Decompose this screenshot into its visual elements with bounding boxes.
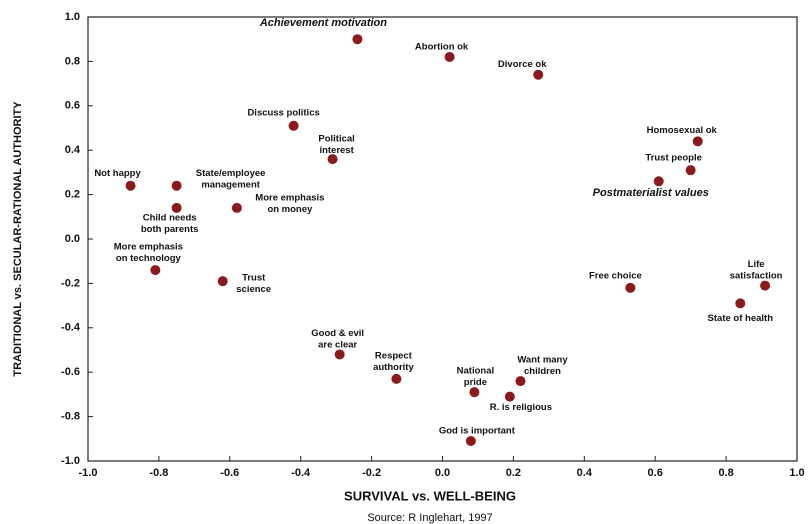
point-label: are clear [318,339,357,350]
x-tick-label: -0.2 [362,467,381,479]
point-label: Homosexual ok [647,125,718,136]
point-label: on money [267,204,313,215]
y-tick-label: -1.0 [61,455,80,467]
point [171,202,182,213]
point-label: State/employee [196,168,266,179]
point [171,180,182,191]
point [327,154,338,165]
point [735,298,746,309]
point-label: Respect [375,350,413,361]
point-label: State of health [708,313,774,324]
y-tick-label: -0.4 [61,322,81,334]
point [760,280,771,291]
point-label: interest [319,145,354,156]
point-label: Discuss politics [247,107,319,118]
x-tick-label: -0.4 [291,467,311,479]
point-label: Good & evil [311,328,364,339]
point-label: Trust [242,273,266,284]
point-label: authority [373,362,414,373]
point-label: Divorce ok [498,59,547,70]
point-label: Achievement motivation [259,17,387,29]
point-label: Want many [517,355,568,366]
x-tick-label: -0.8 [149,467,168,479]
point-label: Child needs [143,212,197,223]
point-label: Life [748,259,765,270]
x-tick-label: 0.2 [506,467,521,479]
y-tick-label: 1.0 [65,11,80,23]
x-tick-label: 0.8 [718,467,733,479]
point-label: R. is religious [490,402,552,413]
point-label: Political [318,134,354,145]
y-tick-label: 0.8 [65,55,80,67]
point-label: Abortion ok [415,41,469,52]
point-label: Trust people [645,153,701,164]
point-label: Not happy [94,168,141,179]
point [692,136,703,147]
point [515,376,526,387]
source: Source: R Inglehart, 1997 [367,512,492,524]
point-label: pride [464,377,487,388]
point [469,387,480,398]
point-label: Free choice [589,270,642,281]
point-label: management [201,180,260,191]
point [125,180,136,191]
point-label: both parents [141,224,199,235]
point-label: satisfaction [730,271,783,282]
x-tick-label: 0.4 [577,467,593,479]
x-tick-label: 1.0 [789,467,804,479]
y-tick-label: 0.2 [65,189,80,201]
point [444,51,455,62]
point [504,391,515,402]
y-tick-label: 0.4 [65,144,81,156]
point [217,276,228,287]
x-tick-label: -1.0 [79,467,98,479]
point [231,202,242,213]
point-label: Postmaterialist values [593,187,709,199]
point-label: children [524,366,561,377]
y-tick-label: -0.8 [61,411,80,423]
point-label: More emphasis [114,242,183,253]
y-axis-label: TRADITIONAL vs. SECULAR-RATIONAL AUTHORI… [12,101,24,377]
y-tick-label: 0.6 [65,100,80,112]
x-tick-label: -0.6 [220,467,239,479]
y-tick-label: 0.0 [65,233,80,245]
y-tick-label: -0.2 [61,277,80,289]
point [465,436,476,447]
point [288,120,299,131]
point-label: on technology [116,253,182,264]
x-tick-label: 0.0 [435,467,450,479]
point [533,69,544,80]
x-tick-label: 0.6 [648,467,663,479]
point [625,282,636,293]
point [391,373,402,384]
point-label: God is important [439,426,516,437]
point [352,34,363,45]
point-label: More emphasis [255,192,324,203]
point [653,176,664,187]
x-axis-label: SURVIVAL vs. WELL-BEING [344,488,516,503]
plot-frame [87,16,798,462]
point [150,265,161,276]
point-label: National [457,366,494,377]
point-label: science [236,284,271,295]
point [685,165,696,176]
point [334,349,345,360]
y-tick-label: -0.6 [61,366,80,378]
